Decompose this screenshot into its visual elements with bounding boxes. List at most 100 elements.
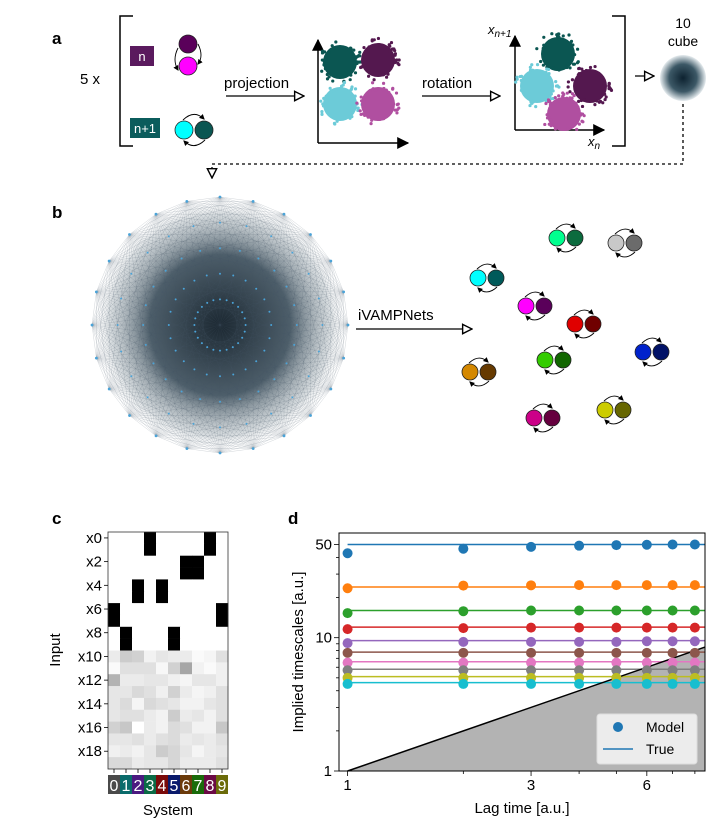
graph-node bbox=[218, 195, 222, 199]
heatmap-cell bbox=[120, 638, 133, 651]
heatmap-cell bbox=[132, 532, 145, 545]
box-n bbox=[130, 46, 154, 66]
graph-node bbox=[329, 387, 333, 391]
system-color-box bbox=[204, 775, 216, 794]
transition-arrow-icon bbox=[469, 380, 490, 387]
model-point bbox=[641, 665, 652, 676]
heatmap-cell bbox=[180, 591, 193, 604]
cluster bbox=[543, 91, 586, 131]
state-circle bbox=[607, 234, 625, 252]
system-color-box bbox=[144, 775, 156, 794]
heatmap-cell bbox=[180, 674, 193, 687]
heatmap-cell bbox=[108, 697, 121, 711]
graph-node bbox=[128, 414, 131, 417]
heatmap-cell bbox=[120, 543, 133, 556]
heatmap-cell bbox=[216, 614, 229, 628]
model-point bbox=[689, 647, 700, 658]
graph-node bbox=[329, 259, 333, 263]
model-point bbox=[611, 636, 622, 647]
graph-node bbox=[346, 323, 350, 327]
state-circle bbox=[517, 297, 535, 315]
model-point bbox=[689, 657, 700, 668]
heatmap-cell bbox=[156, 674, 169, 687]
heatmap-cell bbox=[168, 567, 181, 580]
model-point bbox=[342, 624, 353, 635]
heatmap-cell bbox=[120, 721, 133, 734]
heatmap-cell bbox=[180, 614, 193, 628]
heatmap-cell bbox=[156, 697, 169, 711]
heatmap-cell bbox=[168, 555, 181, 568]
heatmap-cell bbox=[180, 650, 193, 663]
multiplier-label: 5 x bbox=[80, 71, 101, 88]
model-point bbox=[689, 605, 700, 616]
heatmap-cell bbox=[168, 614, 181, 628]
heatmap-cell bbox=[120, 650, 133, 663]
cluster bbox=[566, 64, 614, 109]
model-point bbox=[458, 606, 469, 617]
heatmap-cell bbox=[132, 674, 145, 687]
heatmap-cell bbox=[144, 697, 157, 711]
heatmap-cell bbox=[216, 603, 229, 616]
x-tick-label: 6 bbox=[643, 777, 651, 794]
subsystem-pair bbox=[596, 395, 632, 425]
box-n1 bbox=[130, 118, 160, 138]
state-circle bbox=[596, 401, 614, 419]
model-point bbox=[458, 636, 469, 647]
heatmap-cell bbox=[192, 733, 205, 746]
y-tick-label: 1 bbox=[324, 763, 332, 780]
heatmap-cell bbox=[144, 638, 157, 651]
graph-node bbox=[342, 356, 346, 360]
model-point bbox=[667, 665, 678, 676]
heatmap-cell bbox=[192, 614, 205, 628]
state-circle bbox=[194, 120, 214, 140]
model-point bbox=[667, 647, 678, 658]
model-point bbox=[611, 605, 622, 616]
graph-node bbox=[94, 290, 98, 294]
heatmap-cell bbox=[168, 697, 181, 711]
heatmap-cell bbox=[132, 650, 145, 663]
model-point bbox=[342, 638, 353, 649]
heatmap-cell bbox=[204, 757, 217, 770]
transition-arrow-icon bbox=[476, 263, 497, 270]
heatmap-cell bbox=[156, 650, 169, 663]
model-point bbox=[526, 647, 537, 658]
projection-plot bbox=[312, 36, 410, 149]
state-circle bbox=[634, 343, 652, 361]
heatmap-cell bbox=[180, 603, 193, 616]
transition-arrow-icon bbox=[544, 368, 565, 375]
model-point bbox=[611, 678, 622, 689]
subsystem-pair bbox=[607, 228, 643, 258]
heatmap-cell bbox=[156, 532, 169, 545]
heatmap-cell bbox=[120, 674, 133, 687]
model-point bbox=[342, 657, 353, 668]
state-circle bbox=[548, 229, 566, 247]
transition-arrow-icon bbox=[573, 309, 594, 316]
transition-arrow-icon bbox=[574, 332, 595, 339]
heatmap-cell bbox=[144, 603, 157, 616]
row-label: x4 bbox=[86, 577, 102, 594]
heatmap-cell bbox=[180, 709, 193, 722]
state-circle bbox=[178, 56, 198, 76]
transition-arrow-icon bbox=[524, 291, 545, 298]
heatmap-cell bbox=[156, 662, 169, 675]
heatmap-cell bbox=[216, 579, 229, 592]
subsystem-pair bbox=[536, 345, 572, 375]
box-n1-label: n+1 bbox=[134, 121, 156, 136]
model-point bbox=[641, 622, 652, 633]
heatmap-cell bbox=[156, 543, 169, 556]
heatmap-cell bbox=[120, 555, 133, 568]
row-label: x18 bbox=[78, 743, 102, 760]
heatmap-cell bbox=[204, 662, 217, 675]
heatmap-cell bbox=[180, 626, 193, 639]
state-pairs bbox=[173, 34, 214, 147]
heatmap-cell bbox=[204, 697, 217, 711]
heatmap-cell bbox=[132, 614, 145, 628]
heatmap-cell bbox=[144, 686, 157, 699]
row-label: x0 bbox=[86, 530, 102, 547]
panel-d: d 1 3 6 1 10 50 Model True Lag time [a.u.] Impl… bbox=[288, 509, 706, 817]
heatmap-cell bbox=[168, 674, 181, 687]
model-point bbox=[526, 605, 537, 616]
cube-word: cube bbox=[668, 33, 699, 49]
axis-y-label: xn+1 bbox=[487, 22, 511, 40]
